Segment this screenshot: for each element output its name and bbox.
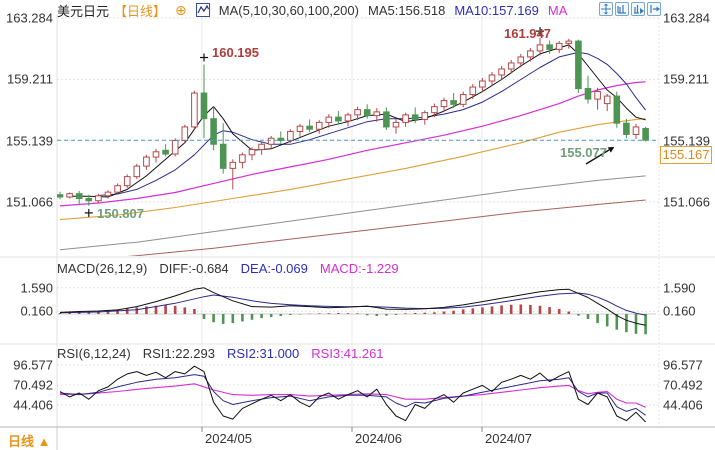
chart-type-icon[interactable]: [195, 3, 210, 17]
jump-latest-icon[interactable]: [647, 2, 661, 16]
macd-dea-value: DEA:-0.069: [240, 261, 308, 276]
axis-label: 0.160: [20, 303, 53, 319]
period-selector[interactable]: 日线 ▲: [8, 434, 51, 449]
rsi2-value: RSI2:31.000: [226, 346, 300, 361]
axis-label: 96.577: [13, 357, 53, 373]
rsi1-value: RSI1:22.293: [142, 346, 215, 361]
last-price-badge: 155.167: [660, 146, 712, 164]
axis-label: 0.160: [663, 303, 696, 319]
chart-toolbar: [599, 2, 661, 16]
swing-high-label: 160.195: [212, 45, 259, 60]
macd-value: MACD:-1.229: [319, 261, 399, 276]
axis-label: 1.590: [663, 280, 696, 296]
axis-scale-icon[interactable]: [615, 2, 629, 16]
x-axis-date-label: 2024/06: [355, 431, 402, 446]
rsi-title: RSI(6,12,24): [57, 346, 131, 361]
axis-label: 151.066: [6, 194, 53, 210]
macd-title: MACD(26,12,9): [57, 261, 148, 276]
axis-label: 44.406: [663, 397, 703, 413]
axis-label: 159.211: [663, 71, 710, 87]
axis-label: 1.590: [20, 280, 53, 296]
symbol-title: 美元日元: [57, 3, 110, 19]
ma-settings-label: MA(5,10,30,60,100,200): [218, 2, 359, 18]
macd-header: MACD(26,12,9) DIFF:-0.684 DEA:-0.069 MAC…: [57, 261, 399, 276]
axis-label: 155.139: [6, 133, 53, 149]
x-axis-date-label: 2024/07: [485, 431, 532, 446]
axis-label: 151.066: [663, 194, 710, 210]
auto-scroll-icon[interactable]: [631, 2, 645, 16]
ma5-value: MA5:156.518: [367, 2, 446, 18]
crosshair-tool-icon[interactable]: [599, 2, 613, 16]
axis-label: 163.284: [663, 10, 710, 26]
axis-label: 159.211: [6, 71, 53, 87]
swing-low-label: 155.077: [560, 145, 607, 160]
rsi3-value: RSI3:41.261: [311, 346, 384, 361]
rsi-header: RSI(6,12,24) RSI1:22.293 RSI2:31.000 RSI…: [57, 346, 384, 361]
axis-label: 96.577: [663, 357, 703, 373]
axis-label: 70.492: [663, 377, 703, 393]
axis-label: 163.284: [6, 10, 53, 26]
x-axis-date-label: 2024/05: [205, 431, 252, 446]
period-tag: 【日线】: [114, 3, 167, 19]
swing-high-label: 161.947: [504, 26, 551, 41]
add-indicator-icon[interactable]: ⊕: [175, 1, 187, 18]
swing-low-label: 150.807: [97, 206, 144, 221]
axis-label: 70.492: [13, 377, 53, 393]
axis-label: 155.139: [663, 133, 710, 149]
chart-header: 美元日元 【日线】 ⊕ MA(5,10,30,60,100,200) MA5:1…: [57, 1, 568, 19]
ma30-value-truncated: MA: [547, 2, 568, 18]
axis-label: 44.406: [13, 397, 53, 413]
macd-diff-value: DIFF:-0.684: [159, 261, 229, 276]
ma10-value: MA10:157.169: [454, 2, 539, 18]
